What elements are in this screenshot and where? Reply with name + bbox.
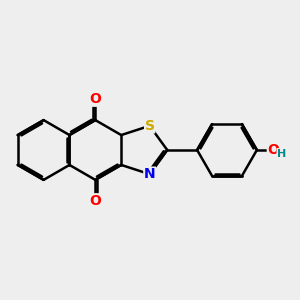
Text: N: N — [144, 167, 155, 181]
Text: O: O — [89, 92, 101, 106]
Text: O: O — [89, 194, 101, 208]
Text: H: H — [277, 148, 286, 159]
Text: S: S — [145, 119, 155, 133]
Text: O: O — [267, 143, 279, 157]
